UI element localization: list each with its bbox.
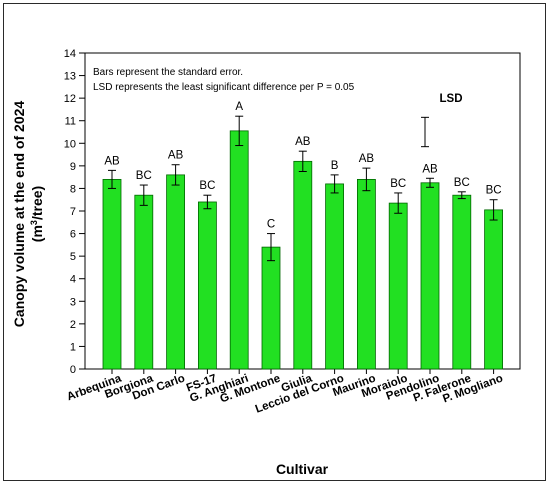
y-tick-label: 6 [70,229,76,241]
bar [484,209,504,370]
y-tick-label: 13 [64,71,76,83]
y-unit-suffix: /tree) [29,186,45,220]
y-tick-label: 8 [70,183,76,195]
bar [102,178,122,370]
bar [452,194,472,370]
y-unit-superscript: 3 [29,220,39,225]
bar [197,201,217,370]
bar [261,246,281,370]
y-tick-label: 2 [70,319,76,331]
bars: AB BC AB BC A C AB B AB BC AB BC BC [102,101,504,370]
significance-letter: AB [104,155,120,167]
significance-letter: C [267,219,275,231]
y-tick-label: 10 [64,138,76,150]
y-tick-label: 0 [70,364,76,376]
y-tick-label: 9 [70,161,76,173]
bar [293,160,313,370]
significance-letter: BC [390,178,406,190]
y-tick-label: 7 [70,206,76,218]
significance-letter: AB [295,136,311,148]
significance-letter: AB [168,150,184,162]
y-tick-label: 14 [64,48,76,60]
bar [134,194,154,370]
bar [388,202,408,370]
y-axis-unit: (m3/tree) [29,186,45,242]
x-axis-title: Cultivar [276,461,329,477]
y-tick-label: 3 [70,296,76,308]
bar [166,174,186,370]
bar [325,183,345,370]
significance-letter: BC [486,185,502,197]
lsd-label: LSD [440,93,463,105]
y-tick-label: 4 [70,274,76,286]
y-tick-label: 11 [65,116,76,128]
y-axis-title: Canopy volume at the end of 2024 [11,101,27,328]
significance-letter: BC [199,180,215,192]
bar [229,130,249,370]
lsd-bar [421,116,429,148]
y-tick-label: 1 [70,341,76,353]
significance-letter: AB [359,153,375,165]
significance-letter: A [235,101,243,113]
bar [420,182,440,370]
significance-letter: BC [454,177,470,189]
figure-frame [3,3,546,481]
significance-letter: BC [136,170,152,182]
note-lsd: LSD represents the least significant dif… [93,82,355,93]
y-tick-label: 5 [70,251,76,263]
note-standard-error: Bars represent the standard error. [93,67,243,78]
y-tick-label: 12 [64,93,76,105]
bar [356,178,376,370]
significance-letter: AB [422,163,438,175]
y-unit-prefix: (m [29,225,45,242]
significance-letter: B [331,160,339,172]
